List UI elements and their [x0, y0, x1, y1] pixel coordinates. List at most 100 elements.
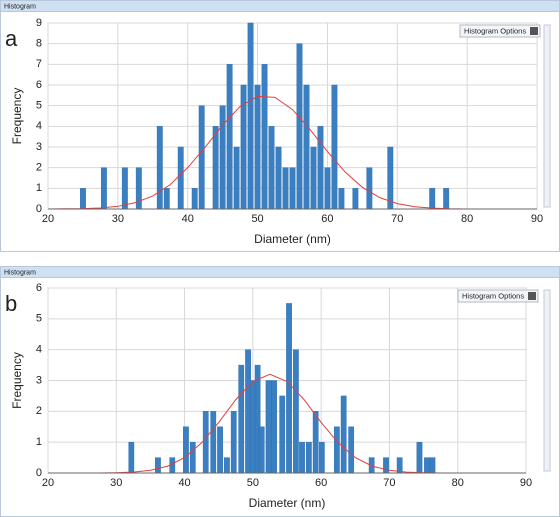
x-tick-label: 20 [42, 213, 54, 225]
bar [429, 188, 436, 210]
bar [318, 441, 325, 474]
bar [366, 167, 373, 210]
panel-label: b [5, 291, 17, 316]
y-tick-label: 3 [36, 374, 42, 386]
x-axis-title: Diameter (nm) [254, 232, 331, 246]
bar [217, 426, 223, 474]
y-tick-label: 6 [36, 79, 42, 91]
x-tick-label: 30 [112, 213, 124, 225]
y-tick-label: 5 [36, 100, 42, 112]
x-tick-label: 30 [110, 477, 122, 489]
bar [303, 84, 310, 210]
bar [271, 380, 277, 474]
bar [293, 349, 299, 474]
x-tick-label: 80 [452, 477, 464, 489]
bar [265, 380, 272, 474]
x-tick-label: 60 [321, 213, 333, 225]
bar [383, 457, 389, 474]
bar [121, 167, 128, 210]
bar [286, 303, 292, 474]
bar [230, 411, 237, 474]
window-title: Histogram [4, 269, 36, 276]
bar [247, 22, 254, 210]
bar [352, 188, 359, 210]
bar [128, 441, 135, 474]
bar [268, 126, 275, 210]
y-tick-label: 0 [36, 467, 42, 479]
bar [299, 441, 305, 474]
bar [233, 146, 240, 210]
bar [324, 167, 331, 210]
bar [189, 441, 196, 474]
bar [387, 146, 394, 210]
bar [312, 411, 319, 474]
window-title: Histogram [4, 3, 36, 10]
bar [155, 457, 161, 474]
bar [340, 395, 347, 474]
bar [282, 167, 289, 210]
x-tick-label: 20 [42, 477, 54, 489]
y-tick-label: 9 [36, 17, 42, 29]
x-tick-label: 90 [531, 213, 543, 225]
y-tick-label: 1 [36, 436, 42, 448]
y-tick-label: 4 [36, 344, 42, 356]
bar [177, 146, 184, 210]
button-label[interactable]: Histogram Options [462, 291, 524, 300]
bar [100, 167, 107, 210]
bar [226, 64, 233, 210]
options-button[interactable]: Histogram Options [459, 24, 541, 38]
title-bar [0, 266, 560, 278]
x-tick-label: 70 [391, 213, 403, 225]
bar [333, 426, 340, 474]
bar [238, 364, 245, 474]
y-axis-title: Frequency [10, 352, 24, 409]
y-tick-label: 7 [36, 58, 42, 70]
bar [275, 146, 282, 210]
bar [245, 349, 251, 474]
scrollbar [543, 24, 551, 208]
bar [212, 126, 219, 210]
options-button[interactable]: Histogram Options [457, 289, 539, 303]
button-arrow [528, 292, 536, 300]
bar [296, 43, 303, 210]
x-tick-label: 40 [178, 477, 190, 489]
y-tick-label: 2 [36, 162, 42, 174]
x-tick-label: 50 [251, 213, 263, 225]
bar [210, 411, 217, 474]
button-label[interactable]: Histogram Options [464, 26, 526, 35]
y-tick-label: 6 [36, 282, 42, 294]
bar [443, 188, 450, 210]
x-tick-label: 60 [315, 477, 327, 489]
bar [198, 105, 205, 210]
title-bar [0, 0, 560, 12]
bar [249, 380, 256, 474]
x-tick-label: 80 [461, 213, 473, 225]
bar [416, 441, 423, 474]
bar [135, 167, 142, 210]
y-tick-label: 1 [36, 182, 42, 194]
bar [348, 426, 355, 474]
x-tick-label: 50 [247, 477, 259, 489]
y-tick-label: 0 [36, 203, 42, 215]
y-tick-label: 3 [36, 141, 42, 153]
bar [429, 457, 436, 474]
bar [80, 188, 86, 210]
y-axis-title: Frequency [10, 88, 24, 145]
scrollbar [543, 289, 551, 472]
bar [254, 84, 261, 210]
bar [261, 64, 268, 210]
bar [424, 457, 430, 474]
y-tick-label: 5 [36, 313, 42, 325]
bar [163, 188, 170, 210]
bar [258, 426, 265, 474]
bar [224, 457, 230, 474]
panel-label: a [5, 26, 18, 51]
x-tick-label: 40 [182, 213, 194, 225]
bar [191, 188, 198, 210]
y-tick-label: 8 [36, 38, 42, 50]
bar [219, 105, 226, 210]
bar [279, 395, 286, 474]
x-tick-label: 90 [520, 477, 532, 489]
